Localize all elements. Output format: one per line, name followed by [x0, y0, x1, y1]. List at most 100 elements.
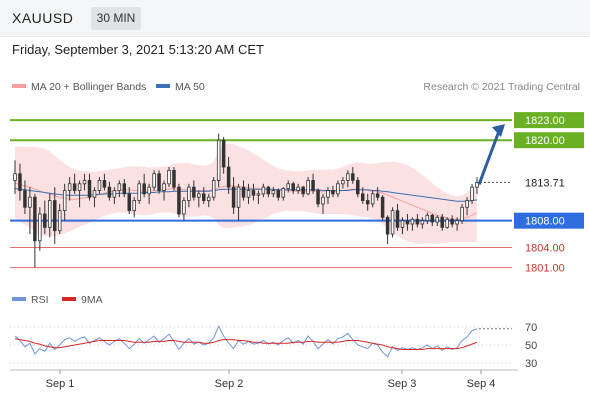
legend-ma50-swatch — [156, 84, 170, 89]
candle-body — [202, 193, 206, 201]
candle-body — [450, 218, 454, 225]
candle-body — [52, 200, 57, 232]
candle-body — [152, 173, 156, 188]
level-label-0: 1823.00 — [525, 115, 565, 127]
candle-body — [206, 196, 211, 201]
x-tick-label: Sep 3 — [388, 378, 417, 390]
legend-rsi-label: RSI — [31, 294, 49, 306]
candle-body — [87, 180, 92, 198]
timeframe-button[interactable]: 30 MIN — [91, 7, 141, 30]
candle-body — [410, 218, 415, 225]
toolbar: XAUUSD 30 MIN — [0, 0, 590, 37]
candle-body — [445, 218, 449, 228]
candle-body — [375, 193, 380, 198]
candle-body — [38, 213, 42, 242]
candle-body — [92, 190, 97, 198]
candle-body — [132, 200, 136, 212]
x-tick-label: Sep 4 — [467, 378, 496, 390]
candle-body — [23, 190, 27, 208]
rsi-9ma-line — [14, 338, 478, 350]
candle-body — [455, 220, 459, 225]
candle-body — [465, 200, 469, 208]
rsi-tick-label: 30 — [525, 358, 537, 370]
candle-body — [43, 213, 47, 228]
level-tag-2 — [514, 212, 584, 229]
candle-body — [356, 180, 360, 195]
candle-body — [157, 173, 161, 191]
candle-body — [460, 206, 464, 222]
candle-body — [365, 200, 370, 205]
candle-body — [236, 186, 241, 208]
ma20-line — [14, 182, 478, 220]
candle-body — [246, 190, 251, 198]
candle-body — [102, 180, 107, 188]
candle-body — [306, 180, 310, 195]
candle-body — [301, 186, 305, 195]
candle-body — [67, 183, 72, 191]
candle-body — [142, 183, 146, 195]
candle-body — [341, 180, 345, 185]
rsi-tick-label: 70 — [525, 322, 537, 334]
candle-body — [216, 139, 221, 181]
candle-body — [470, 186, 474, 201]
candle-body — [321, 196, 325, 205]
candle-body — [122, 183, 127, 195]
candle-body — [400, 220, 405, 228]
current-price-tag — [514, 174, 584, 191]
x-tick-label: Sep 1 — [46, 378, 75, 390]
forecast-arrow — [477, 130, 501, 185]
level-tag-0 — [514, 112, 584, 129]
candle-body — [405, 220, 410, 225]
candle-body — [370, 193, 375, 205]
candle-body — [231, 186, 236, 208]
candle-body — [221, 139, 226, 168]
legend-rsi-swatch — [12, 297, 26, 302]
candle-body — [415, 218, 420, 225]
candle-body — [72, 183, 77, 191]
candle-body — [127, 193, 132, 212]
candle-body — [276, 190, 281, 198]
date-subtitle: Friday, September 3, 2021 5:13:20 AM CET — [12, 42, 264, 57]
legend-ma50-label: MA 50 — [175, 81, 205, 93]
candle-body — [82, 180, 87, 185]
rsi-tick-label: 50 — [525, 340, 537, 352]
candle-body — [197, 193, 201, 198]
candle-body — [346, 173, 350, 181]
candle-body — [18, 173, 22, 191]
candle-body — [77, 183, 82, 191]
candle-body — [331, 190, 335, 195]
candle-body — [97, 180, 102, 191]
symbol-label: XAUUSD — [12, 10, 74, 26]
candle-body — [112, 190, 117, 198]
candle-body — [475, 181, 479, 188]
candle-body — [241, 186, 246, 198]
candle-body — [351, 173, 355, 181]
candle-body — [440, 216, 444, 228]
candle-body — [251, 190, 256, 196]
candle-body — [261, 186, 266, 195]
legend-rsi: RSI — [12, 294, 49, 306]
candle-body — [177, 186, 181, 215]
level-label-2: 1808.00 — [525, 216, 565, 228]
candle-body — [286, 183, 290, 189]
candle-body — [117, 183, 122, 191]
candle-body — [271, 190, 276, 195]
candle-body — [380, 196, 385, 218]
candle-body — [13, 173, 17, 181]
candle-body — [385, 216, 390, 235]
candle-body — [57, 210, 62, 232]
level-label-3: 1804.00 — [525, 242, 565, 254]
candle-body — [336, 183, 340, 195]
x-tick-label: Sep 2 — [215, 378, 244, 390]
legend-ma20: MA 20 + Bollinger Bands — [12, 81, 146, 93]
candle-body — [187, 186, 191, 201]
forecast-arrowhead — [492, 124, 505, 138]
candle-body — [296, 186, 300, 191]
bollinger-band — [15, 143, 477, 244]
level-label-1: 1820.00 — [525, 135, 565, 147]
candle-body — [425, 214, 430, 222]
candle-body — [162, 183, 166, 191]
candle-body — [28, 196, 32, 208]
